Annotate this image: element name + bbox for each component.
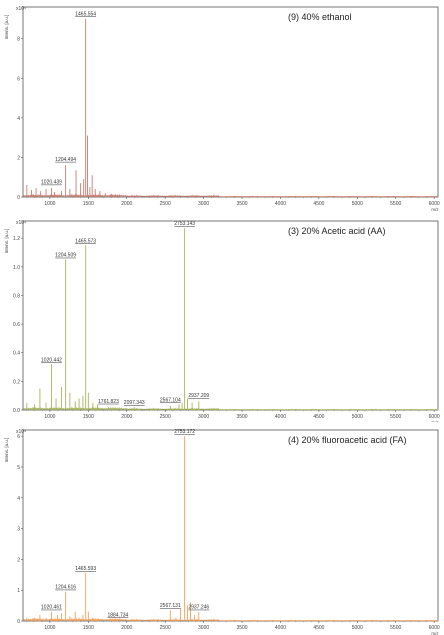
peak-label: 1204.494: [55, 157, 76, 163]
panel-label-acetic-acid: (3) 20% Acetic acid (AA): [288, 226, 386, 236]
peak-label: 1465.573: [75, 238, 96, 244]
x-tick-label: 4000: [275, 201, 286, 207]
x-tick-label: 3000: [198, 201, 209, 207]
y-tick-label: 5: [17, 465, 20, 471]
x-tick-label: 1000: [44, 414, 55, 420]
y-axis-exponent: x10⁴: [16, 6, 26, 12]
x-tick-label: 1000: [44, 625, 55, 631]
x-tick-label: 6000: [429, 414, 440, 420]
plot-frame: [22, 220, 439, 411]
x-tick-label: 5500: [390, 201, 401, 207]
y-tick-label: 0: [17, 619, 20, 625]
x-tick-label: 3500: [236, 414, 247, 420]
y-tick-label: 8: [17, 37, 20, 43]
x-tick-label: 4500: [313, 625, 324, 631]
x-tick-label: 2000: [121, 625, 132, 631]
x-tick-label: 2500: [160, 414, 171, 420]
y-axis-label: Intens. [a.u.]: [4, 438, 9, 463]
peak-label: 1465.554: [75, 11, 96, 17]
x-tick-label: 1000: [44, 201, 55, 207]
spectrum-panel-acetic-acid: Intens. [a.u.] x10⁴ 0.0 0.2 0.4 0.6 0.8 1.0 1.2 1…: [4, 220, 440, 422]
x-tick-label: 3500: [236, 201, 247, 207]
x-tick-label: 4500: [313, 201, 324, 207]
x-tick-label: 2000: [121, 414, 132, 420]
x-tick-label: 6000: [429, 625, 440, 631]
spectrum-panel-fluoroacetic-acid: Intens. [a.u.] x10⁴ 0 1 2 3 4 5 6 1000 1500 2000 250…: [4, 429, 440, 635]
x-tick-label: 4000: [275, 625, 286, 631]
y-tick-label: 6: [17, 76, 20, 82]
baseline-trace: [22, 617, 439, 623]
y-axis-label: Intens. [a.u.]: [4, 15, 9, 40]
peak-label: 2097.343: [124, 400, 145, 406]
y-axis-exponent: x10⁴: [16, 429, 26, 435]
y-tick-label: 0.8: [13, 293, 20, 299]
peak-label: 2753.143: [174, 221, 195, 227]
y-tick-label: 0.0: [13, 408, 20, 414]
y-tick-label: 0.6: [13, 322, 20, 328]
baseline-trace: [22, 406, 439, 412]
peak-label: 2567.131: [160, 603, 181, 609]
y-axis-exponent: x10⁴: [16, 220, 26, 226]
x-tick-label: 2500: [160, 201, 171, 207]
y-tick-label: 0: [17, 195, 20, 201]
x-tick-label: 2000: [121, 201, 132, 207]
x-tick-label: 1500: [83, 201, 94, 207]
x-axis-label: m/z: [431, 207, 439, 211]
peak-label: 1204.616: [55, 585, 76, 591]
panel-label-fluoroacetic-acid: (4) 20% fluoroacetic acid (FA): [288, 435, 407, 445]
x-tick-label: 5500: [390, 625, 401, 631]
x-tick-label: 5000: [352, 414, 363, 420]
x-tick-label: 3000: [198, 625, 209, 631]
peak-label: 2937.209: [188, 393, 209, 399]
y-tick-label: 6: [17, 434, 20, 440]
x-axis-label: m/z: [431, 420, 439, 422]
x-tick-label: 5000: [352, 201, 363, 207]
peak-label: 1020.439: [41, 180, 62, 186]
plot-frame: [22, 6, 439, 198]
peak-label: 1020.461: [41, 605, 62, 611]
x-tick-label: 3500: [236, 625, 247, 631]
y-axis-label: Intens. [a.u.]: [4, 229, 9, 254]
y-tick-label: 1.2: [13, 236, 20, 242]
x-tick-label: 1500: [83, 414, 94, 420]
y-tick-label: 0.4: [13, 351, 20, 357]
y-tick-label: 4: [17, 496, 20, 502]
x-tick-label: 5500: [390, 414, 401, 420]
y-tick-label: 1: [17, 588, 20, 594]
peak-label: 1204.509: [55, 253, 76, 259]
plot-frame: [22, 429, 439, 622]
x-tick-label: 4500: [313, 414, 324, 420]
peak-label: 1020.442: [41, 357, 62, 363]
panel-label-ethanol: (9) 40% ethanol: [288, 12, 352, 22]
x-tick-label: 4000: [275, 414, 286, 420]
x-tick-label: 3000: [198, 414, 209, 420]
x-tick-label: 2500: [160, 625, 171, 631]
peak-label: 1761.823: [98, 399, 119, 405]
peak-label: 2753.172: [174, 429, 195, 435]
peak-label: 2567.104: [160, 397, 181, 403]
x-axis-label: m/z: [431, 631, 439, 635]
y-tick-label: 4: [17, 116, 20, 122]
y-tick-label: 2: [17, 557, 20, 563]
x-tick-label: 6000: [429, 201, 440, 207]
y-tick-label: 0.2: [13, 379, 20, 385]
x-tick-label: 1500: [83, 625, 94, 631]
y-tick-label: 2: [17, 155, 20, 161]
y-tick-label: 1.0: [13, 265, 20, 271]
x-tick-label: 5000: [352, 625, 363, 631]
peak-label: 2937.246: [188, 605, 209, 611]
y-tick-label: 3: [17, 527, 20, 533]
spectrum-panel-ethanol: Intens. [a.u.] x10⁴ 0 2 4 6 8 1000 1500 2000 2500 3…: [4, 6, 440, 211]
peak-label: 1465.593: [75, 566, 96, 572]
peak-label: 1884.734: [107, 612, 128, 618]
